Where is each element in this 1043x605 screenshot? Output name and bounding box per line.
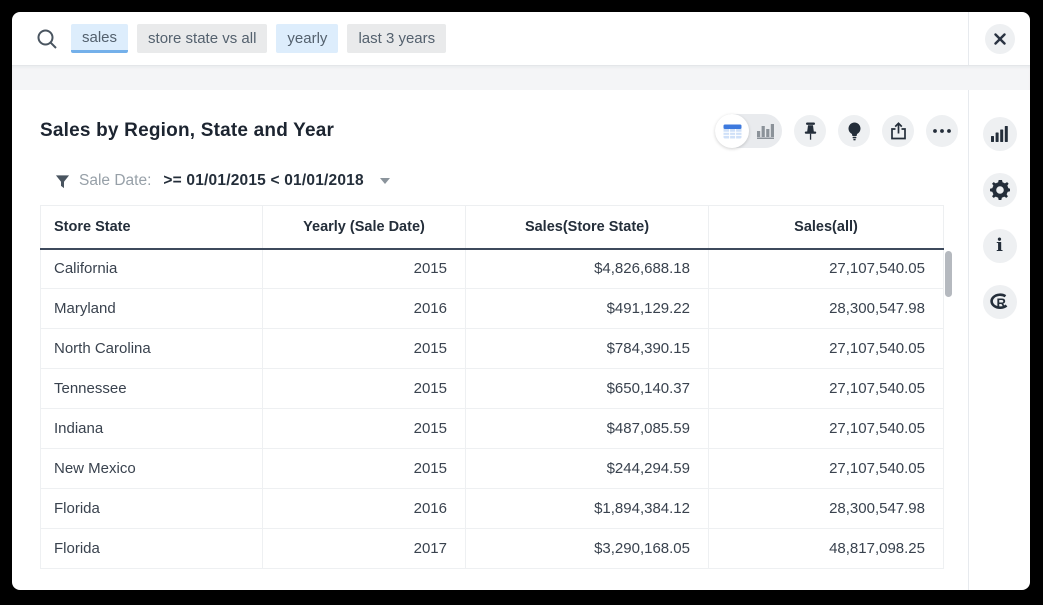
search-icon	[35, 27, 59, 51]
view-mode-toggle[interactable]	[715, 114, 782, 148]
table-cell: Maryland	[40, 288, 263, 329]
table-cell: Indiana	[40, 408, 263, 449]
results-table: Store State Yearly (Sale Date) Sales(Store…	[40, 205, 952, 569]
table-view-icon[interactable]	[715, 114, 749, 148]
table-cell: 2017	[262, 528, 466, 569]
answer-window: sales store state vs all yearly last 3 year…	[12, 12, 1030, 590]
filter-row[interactable]: Sale Date: >= 01/01/2015 < 01/01/2018	[55, 172, 968, 190]
share-button[interactable]	[882, 115, 914, 147]
settings-gear-icon[interactable]	[982, 173, 1017, 207]
table-cell: 2016	[262, 288, 466, 329]
table-row[interactable]: Maryland 2016 $491,129.22 28,300,547.98	[40, 288, 944, 329]
search-token[interactable]: sales	[71, 24, 129, 53]
table-row[interactable]: North Carolina 2015 $784,390.15 27,107,540.…	[40, 328, 944, 369]
subheader-strip	[12, 65, 1030, 90]
column-header[interactable]: Yearly (Sale Date)	[262, 205, 466, 250]
table-cell: Florida	[40, 488, 263, 529]
table-cell: 28,300,547.98	[708, 288, 944, 329]
table-scrollbar[interactable]	[945, 251, 952, 297]
table-cell: 28,300,547.98	[708, 488, 944, 529]
r-analysis-icon[interactable]: R	[982, 285, 1017, 319]
table-cell: 2015	[262, 368, 466, 409]
table-cell: $4,826,688.18	[465, 248, 709, 289]
info-icon[interactable]: i	[982, 229, 1017, 263]
table-cell: 27,107,540.05	[708, 408, 944, 449]
filter-label: Sale Date:	[79, 172, 152, 189]
table-cell: $650,140.37	[465, 368, 709, 409]
search-bar: sales store state vs all yearly last 3 year…	[12, 12, 1030, 65]
column-header[interactable]: Store State	[40, 205, 263, 250]
search-input[interactable]: sales store state vs all yearly last 3 year…	[12, 12, 969, 65]
toolbar	[715, 114, 958, 148]
visualizations-icon[interactable]	[982, 117, 1017, 151]
right-sidebar: i R	[969, 90, 1030, 590]
table-row[interactable]: New Mexico 2015 $244,294.59 27,107,540.05	[40, 448, 944, 489]
table-row[interactable]: Tennessee 2015 $650,140.37 27,107,540.05	[40, 368, 944, 409]
column-header[interactable]: Sales(all)	[708, 205, 944, 250]
table-body: California 2015 $4,826,688.18 27,107,540.05…	[40, 248, 944, 569]
table-cell: 2016	[262, 488, 466, 529]
search-token[interactable]: store state vs all	[137, 24, 268, 53]
table-cell: Florida	[40, 528, 263, 569]
more-options-button[interactable]	[926, 115, 958, 147]
table-cell: $491,129.22	[465, 288, 709, 329]
table-cell: $3,290,168.05	[465, 528, 709, 569]
search-token[interactable]: last 3 years	[347, 24, 447, 53]
pin-button[interactable]	[794, 115, 826, 147]
column-header[interactable]: Sales(Store State)	[465, 205, 709, 250]
table-row[interactable]: Florida 2017 $3,290,168.05 48,817,098.25	[40, 528, 944, 569]
table-cell: $244,294.59	[465, 448, 709, 489]
table-cell: Tennessee	[40, 368, 263, 409]
table-cell: 27,107,540.05	[708, 368, 944, 409]
table-cell: $784,390.15	[465, 328, 709, 369]
table-row[interactable]: Florida 2016 $1,894,384.12 28,300,547.98	[40, 488, 944, 529]
table-cell: 2015	[262, 408, 466, 449]
table-row[interactable]: Indiana 2015 $487,085.59 27,107,540.05	[40, 408, 944, 449]
table-cell: $1,894,384.12	[465, 488, 709, 529]
filter-value: >= 01/01/2015 < 01/01/2018	[163, 172, 364, 189]
table-cell: 2015	[262, 248, 466, 289]
table-cell: $487,085.59	[465, 408, 709, 449]
close-area	[969, 12, 1030, 65]
table-cell: 27,107,540.05	[708, 248, 944, 289]
table-cell: New Mexico	[40, 448, 263, 489]
table-cell: 2015	[262, 328, 466, 369]
table-header-row: Store State Yearly (Sale Date) Sales(Store…	[40, 205, 944, 250]
table-cell: 48,817,098.25	[708, 528, 944, 569]
table-cell: 27,107,540.05	[708, 328, 944, 369]
table-row[interactable]: California 2015 $4,826,688.18 27,107,540.05	[40, 248, 944, 289]
search-tokens: sales store state vs all yearly last 3 year…	[71, 24, 447, 53]
page-title: Sales by Region, State and Year	[40, 120, 335, 141]
chart-view-icon[interactable]	[749, 123, 782, 139]
filter-icon	[55, 174, 70, 188]
main-panel: Sales by Region, State and Year	[12, 90, 969, 590]
table-cell: 2015	[262, 448, 466, 489]
search-token[interactable]: yearly	[276, 24, 339, 53]
insights-bulb-button[interactable]	[838, 115, 870, 147]
chevron-down-icon[interactable]	[379, 177, 391, 185]
table-cell: 27,107,540.05	[708, 448, 944, 489]
table-cell: North Carolina	[40, 328, 263, 369]
svg-text:R: R	[996, 296, 1006, 311]
table-cell: California	[40, 248, 263, 289]
close-button[interactable]	[984, 23, 1015, 54]
